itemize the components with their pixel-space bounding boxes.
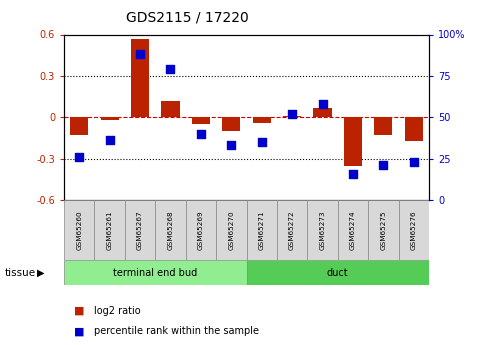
- Point: [75, 154, 83, 160]
- Bar: [338, 200, 368, 260]
- Bar: [64, 260, 246, 285]
- Bar: [95, 200, 125, 260]
- Text: GSM65270: GSM65270: [228, 210, 234, 250]
- Text: duct: duct: [327, 268, 349, 277]
- Text: GSM65271: GSM65271: [259, 210, 265, 250]
- Bar: [374, 117, 392, 135]
- Bar: [368, 200, 398, 260]
- Bar: [246, 260, 429, 285]
- Bar: [314, 108, 332, 117]
- Point: [349, 171, 357, 176]
- Text: GSM65260: GSM65260: [76, 210, 82, 250]
- Text: percentile rank within the sample: percentile rank within the sample: [94, 326, 259, 336]
- Bar: [283, 116, 301, 117]
- Bar: [307, 200, 338, 260]
- Point: [136, 52, 144, 57]
- Bar: [277, 200, 307, 260]
- Bar: [64, 200, 95, 260]
- Text: GSM65269: GSM65269: [198, 210, 204, 250]
- Bar: [405, 117, 423, 141]
- Point: [227, 143, 235, 148]
- Text: ■: ■: [74, 326, 84, 336]
- Point: [106, 138, 113, 143]
- Point: [410, 159, 418, 165]
- Text: GSM65273: GSM65273: [319, 210, 325, 250]
- Bar: [252, 117, 271, 123]
- Bar: [101, 117, 119, 120]
- Point: [380, 162, 387, 168]
- Bar: [161, 101, 179, 117]
- Bar: [246, 200, 277, 260]
- Text: GSM65272: GSM65272: [289, 210, 295, 250]
- Bar: [398, 200, 429, 260]
- Bar: [344, 117, 362, 166]
- Point: [288, 111, 296, 117]
- Point: [197, 131, 205, 137]
- Text: GSM65276: GSM65276: [411, 210, 417, 250]
- Point: [258, 139, 266, 145]
- Bar: [216, 200, 246, 260]
- Point: [318, 101, 326, 107]
- Text: GSM65274: GSM65274: [350, 210, 356, 250]
- Text: tissue: tissue: [5, 268, 36, 277]
- Bar: [131, 39, 149, 117]
- Text: terminal end bud: terminal end bud: [113, 268, 197, 277]
- Bar: [155, 200, 186, 260]
- Text: GSM65268: GSM65268: [168, 210, 174, 250]
- Text: ■: ■: [74, 306, 84, 315]
- Bar: [222, 117, 241, 131]
- Point: [167, 67, 175, 72]
- Text: ▶: ▶: [37, 268, 44, 277]
- Text: GSM65261: GSM65261: [106, 210, 113, 250]
- Text: GSM65275: GSM65275: [380, 210, 387, 250]
- Text: log2 ratio: log2 ratio: [94, 306, 141, 315]
- Bar: [125, 200, 155, 260]
- Text: GDS2115 / 17220: GDS2115 / 17220: [126, 10, 248, 24]
- Bar: [192, 117, 210, 124]
- Bar: [70, 117, 88, 135]
- Text: GSM65267: GSM65267: [137, 210, 143, 250]
- Bar: [186, 200, 216, 260]
